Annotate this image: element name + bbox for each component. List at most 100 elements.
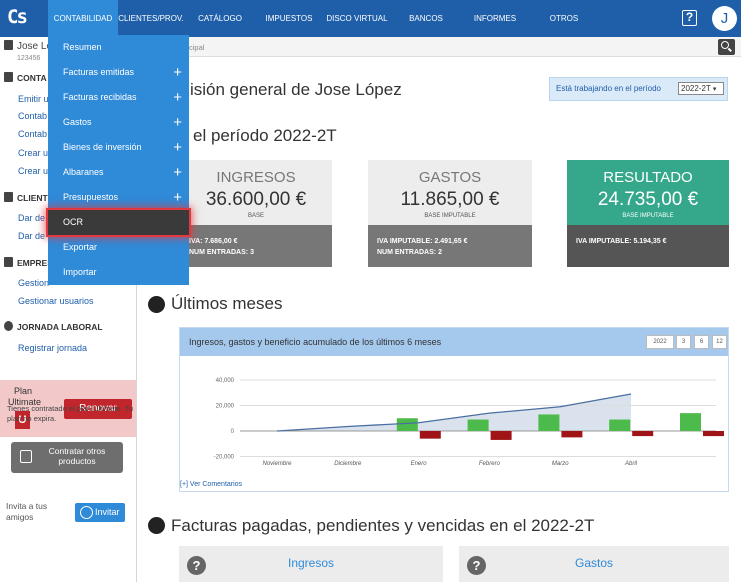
nav-disco-virtual[interactable]: DISCO VIRTUAL <box>326 14 388 23</box>
card-head: GASTOS <box>418 169 482 186</box>
menu-item-bienes-inversion[interactable]: Bienes de inversión + <box>48 135 189 160</box>
sidebar-link[interactable]: Gestion <box>18 278 50 288</box>
ver-comentarios-link[interactable]: [+] Ver Comentarios <box>180 481 243 488</box>
contratar-button[interactable]: Contratar otros productos <box>11 442 123 473</box>
plus-icon[interactable]: + <box>173 64 182 81</box>
card-foot: IVA IMPUTABLE: 2.491,65 € NUM ENTRADAS: 2 <box>368 225 532 267</box>
card-base: BASE IMPUTABLE <box>622 213 674 219</box>
card-base: BASE IMPUTABLE <box>424 213 476 219</box>
chart-range-button[interactable]: 2022 <box>646 335 674 349</box>
menu-item-gastos[interactable]: Gastos + <box>48 110 189 135</box>
y-tick-label: 20,000 <box>216 404 235 410</box>
plan-box: Plan Ultimate U Renovar <box>0 380 136 437</box>
document-icon <box>4 72 13 82</box>
cumulative-line <box>276 393 632 432</box>
income-bar <box>538 414 560 431</box>
nav-catalogo[interactable]: CATÁLOGO <box>198 14 242 23</box>
ultimos-meses-title: Últimos meses <box>171 294 283 313</box>
x-tick-label: Marzo <box>552 461 569 467</box>
summary-card-gastos[interactable]: ? Gastos <box>459 546 729 582</box>
menu-item-ocr[interactable]: OCR <box>48 210 189 235</box>
sidebar-link[interactable]: Crear u <box>18 166 49 176</box>
period-select[interactable]: 2022-2T ▾ <box>678 82 724 95</box>
period-subtitle: el período 2022-2T <box>193 126 337 145</box>
menu-item-resumen[interactable]: Resumen <box>63 42 102 52</box>
nav-bancos[interactable]: BANCOS <box>409 14 443 23</box>
income-bar <box>467 419 489 431</box>
period-box: Está trabajando en el período 2022-2T ▾ <box>549 77 728 101</box>
nav-otros[interactable]: OTROS <box>549 14 579 23</box>
user-icon <box>4 40 13 50</box>
sidebar-link[interactable]: Dar de <box>18 213 46 223</box>
summary-card-ingresos[interactable]: ? Ingresos <box>179 546 443 582</box>
menu-item-presupuestos[interactable]: Presupuestos + <box>48 185 189 210</box>
chart-range-button[interactable]: 6 <box>694 335 709 349</box>
user-avatar[interactable]: J <box>712 6 737 31</box>
card-amount: 11.865,00 € <box>400 189 500 210</box>
renovar-button[interactable]: Renovar <box>64 399 132 419</box>
section-contabilidad: CONTA <box>4 72 47 83</box>
card-resultado[interactable]: RESULTADO 24.735,00 € BASE IMPUTABLE IVA… <box>567 160 729 267</box>
card-head: RESULTADO <box>603 169 693 186</box>
nav-informes[interactable]: INFORMES <box>473 14 517 23</box>
income-bar <box>609 419 631 431</box>
plus-icon[interactable]: + <box>173 89 182 106</box>
nav-clientes[interactable]: CLIENTES/PROV. <box>118 14 184 23</box>
plan-text: Tienes contratado el plan Ultimate. Tu p… <box>7 404 134 423</box>
shopping-bag-icon <box>20 450 32 463</box>
x-tick-label: Noviembre <box>262 461 292 467</box>
menu-item-albaranes[interactable]: Albaranes + <box>48 160 189 185</box>
question-icon[interactable]: ? <box>467 556 486 575</box>
section-empresa: EMPRES <box>4 257 53 268</box>
plus-icon[interactable]: + <box>173 114 182 131</box>
section-jornada: JORNADA LABORAL <box>4 321 103 332</box>
nav-impuestos[interactable]: IMPUESTOS <box>265 14 313 23</box>
facturas-title: Facturas pagadas, pendientes y vencidas … <box>171 516 595 535</box>
income-bar <box>680 413 701 431</box>
card-foot: IVA: 7.686,00 € NUM ENTRADAS: 3 <box>180 225 332 267</box>
summary-card-label: Gastos <box>574 556 613 570</box>
breadcrumb: cipal <box>137 37 741 57</box>
chart-range-button[interactable]: 3 <box>676 335 691 349</box>
sidebar-link[interactable]: Crear u <box>18 148 49 158</box>
summary-card-label: Ingresos <box>287 556 335 570</box>
cumulative-area <box>277 394 631 431</box>
app-logo[interactable]: Cs <box>7 6 28 28</box>
chart-header: Ingresos, gastos y beneficio acumulado d… <box>180 328 728 356</box>
plus-icon[interactable]: + <box>173 139 182 156</box>
y-tick-label: -20,000 <box>214 455 235 461</box>
plus-icon[interactable]: + <box>173 164 182 181</box>
expense-bar <box>632 431 654 437</box>
sidebar-link[interactable]: Dar de <box>18 231 46 241</box>
contacts-icon <box>4 192 13 202</box>
sidebar-link[interactable]: Contab <box>18 129 48 139</box>
plus-icon[interactable]: + <box>173 189 182 206</box>
invite-text: Invita a tus amigos <box>6 501 48 522</box>
nav-contabilidad[interactable]: CONTABILIDAD <box>48 0 118 37</box>
sidebar-link-gestionar-usuarios[interactable]: Gestionar usuarios <box>18 296 94 306</box>
menu-item-exportar[interactable]: Exportar <box>63 242 98 252</box>
sidebar-link[interactable]: Contab <box>18 111 48 121</box>
card-gastos[interactable]: GASTOS 11.865,00 € BASE IMPUTABLE IVA IM… <box>368 160 532 267</box>
expense-bar <box>561 431 583 438</box>
chart-range-button[interactable]: 12 <box>712 335 727 349</box>
sidebar-link-registrar-jornada[interactable]: Registrar jornada <box>18 343 88 353</box>
chart-panel: Ingresos, gastos y beneficio acumulado d… <box>179 327 729 492</box>
menu-item-importar[interactable]: Importar <box>63 267 97 277</box>
search-icon[interactable] <box>718 39 735 55</box>
card-ingresos[interactable]: INGRESOS 36.600,00 € BASE IVA: 7.686,00 … <box>180 160 332 267</box>
invoice-status-icon <box>148 517 165 534</box>
menu-item-facturas-recibidas[interactable]: Facturas recibidas + <box>48 85 189 110</box>
period-label: Está trabajando en el período <box>556 84 661 93</box>
question-icon[interactable]: ? <box>187 556 206 575</box>
question-icon[interactable]: ? <box>682 10 697 26</box>
expense-bar <box>703 431 724 437</box>
sidebar-user[interactable]: Jose Lo 123456 <box>4 40 52 63</box>
user-name: Jose Lo <box>17 41 53 52</box>
sidebar-link[interactable]: Emitir u <box>18 94 49 104</box>
income-bar <box>396 418 418 431</box>
card-base: BASE <box>247 213 264 219</box>
plan-label: Plan Ultimate <box>8 386 42 407</box>
invitar-button[interactable]: Invitar <box>75 503 125 522</box>
menu-item-facturas-emitidas[interactable]: Facturas emitidas + <box>48 60 189 85</box>
